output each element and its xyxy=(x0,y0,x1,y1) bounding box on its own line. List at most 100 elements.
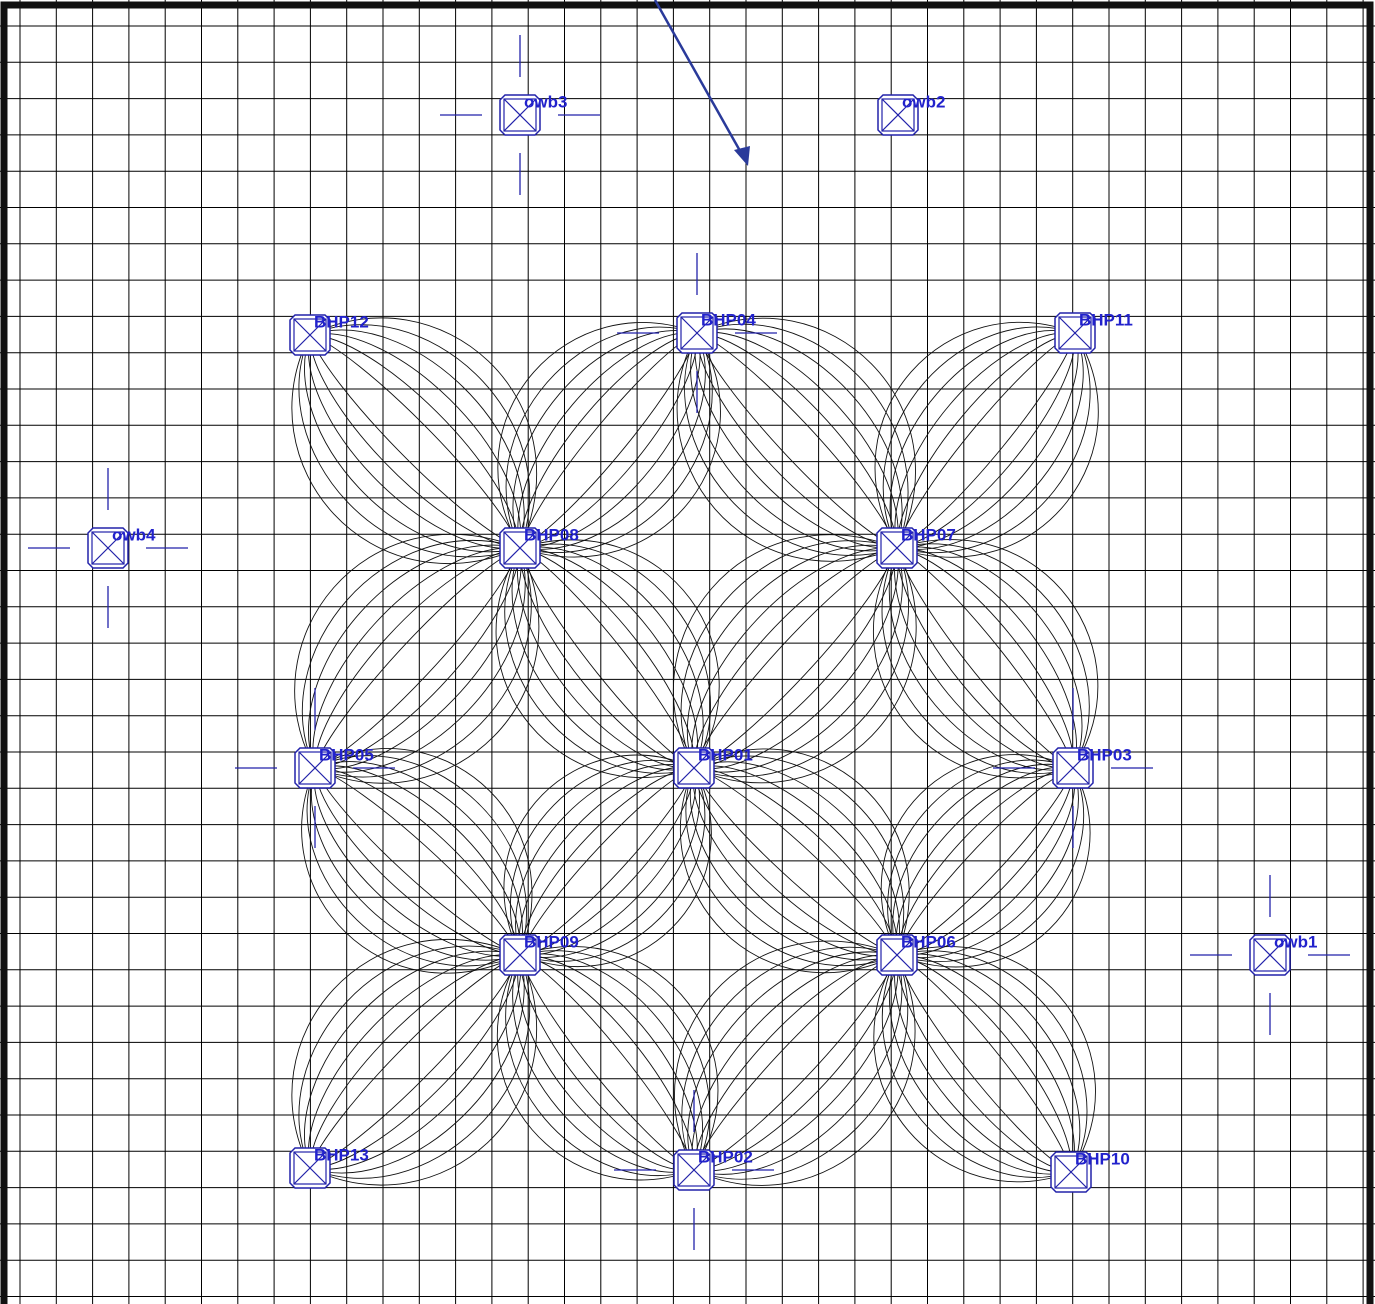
well-label: owb3 xyxy=(524,92,567,111)
streamline xyxy=(897,955,1071,1172)
streamline xyxy=(686,768,897,966)
streamline xyxy=(513,955,694,1172)
streamline xyxy=(513,331,697,548)
streamline xyxy=(315,548,521,769)
streamline xyxy=(310,955,520,1168)
streamline xyxy=(895,955,1071,1172)
streamline xyxy=(889,548,1073,770)
streamline xyxy=(315,768,520,955)
streamline xyxy=(510,760,694,955)
streamline xyxy=(694,768,897,955)
streamline xyxy=(518,333,697,548)
streamline xyxy=(520,548,698,768)
streamline xyxy=(517,548,694,768)
streamline xyxy=(520,768,696,955)
well-label: BHP02 xyxy=(698,1147,753,1166)
streamline xyxy=(520,951,710,1170)
streamline xyxy=(520,768,694,955)
streamline xyxy=(694,548,897,768)
streamline xyxy=(315,548,520,768)
streamline xyxy=(315,548,520,768)
streamline xyxy=(897,768,1073,955)
streamline xyxy=(697,332,898,548)
streamline xyxy=(292,939,520,1168)
streamline xyxy=(681,541,897,768)
well: owb2 xyxy=(878,92,945,135)
well: BHP13 xyxy=(290,1145,369,1188)
streamline xyxy=(897,548,1073,768)
well: BHP05 xyxy=(235,688,395,848)
streamline xyxy=(315,768,520,955)
well-label: BHP09 xyxy=(524,932,579,951)
streamline xyxy=(315,768,520,955)
streamline xyxy=(874,955,1071,1182)
streamline xyxy=(520,768,694,955)
streamline xyxy=(694,768,897,955)
well-label: BHP12 xyxy=(314,312,369,331)
streamline xyxy=(694,548,897,768)
streamline xyxy=(697,333,897,548)
streamline xyxy=(308,954,520,1168)
streamline xyxy=(695,333,897,548)
well: BHP11 xyxy=(1055,310,1133,353)
streamline xyxy=(897,544,1089,768)
streamline xyxy=(873,548,1073,778)
streamline xyxy=(895,548,1073,768)
streamline xyxy=(694,756,904,955)
streamline xyxy=(310,955,520,1168)
well: BHP08 xyxy=(500,525,579,568)
streamline xyxy=(897,548,1073,768)
streamline xyxy=(310,335,520,548)
streamline xyxy=(897,548,1073,768)
streamline xyxy=(697,333,897,548)
streamline xyxy=(888,760,1073,955)
streamline xyxy=(897,955,1074,1172)
well-label: BHP03 xyxy=(1077,745,1132,764)
streamline xyxy=(315,548,520,768)
streamline xyxy=(694,548,897,768)
streamline xyxy=(520,947,718,1170)
streamline xyxy=(308,335,520,549)
streamline xyxy=(310,955,520,1168)
streamline xyxy=(694,548,897,768)
streamline xyxy=(520,768,694,955)
streamline xyxy=(882,548,1073,773)
streamline xyxy=(310,955,521,1169)
streamline xyxy=(302,540,520,768)
streamline xyxy=(310,335,520,548)
streamline xyxy=(685,333,897,555)
streamline xyxy=(897,548,1073,768)
streamline xyxy=(299,946,520,1168)
streamline xyxy=(897,548,1076,768)
streamline xyxy=(313,548,520,768)
streamline xyxy=(520,548,694,768)
streamline xyxy=(520,955,697,1170)
streamline xyxy=(512,548,694,770)
well: owb4 xyxy=(28,468,188,628)
streamline xyxy=(299,335,520,557)
streamline xyxy=(697,333,897,548)
streamline xyxy=(889,955,1071,1174)
streamline xyxy=(692,955,897,1170)
streamline xyxy=(875,322,1075,548)
well-label: BHP05 xyxy=(319,745,374,764)
streamline xyxy=(520,548,694,768)
well-label: BHP06 xyxy=(901,932,956,951)
well-label: BHP04 xyxy=(701,310,756,329)
well: BHP02 xyxy=(614,1090,774,1250)
streamline xyxy=(694,955,897,1170)
streamline xyxy=(310,334,521,548)
streamline xyxy=(310,955,520,1168)
well: BHP10 xyxy=(1051,1149,1130,1192)
streamline xyxy=(520,768,694,955)
well: BHP12 xyxy=(290,312,369,355)
streamline xyxy=(897,955,1071,1172)
well-label: BHP01 xyxy=(698,745,753,764)
streamline xyxy=(506,955,694,1176)
well-label: BHP07 xyxy=(901,525,956,544)
streamline xyxy=(897,955,1071,1172)
diagram: owb3 owb2 BHP12 BHP04 BHP11 owb4 BHP08 BHP07 BHP… xyxy=(0,0,1375,1304)
streamline xyxy=(895,333,1075,548)
well-label: owb1 xyxy=(1274,932,1317,951)
streamline xyxy=(520,548,694,768)
